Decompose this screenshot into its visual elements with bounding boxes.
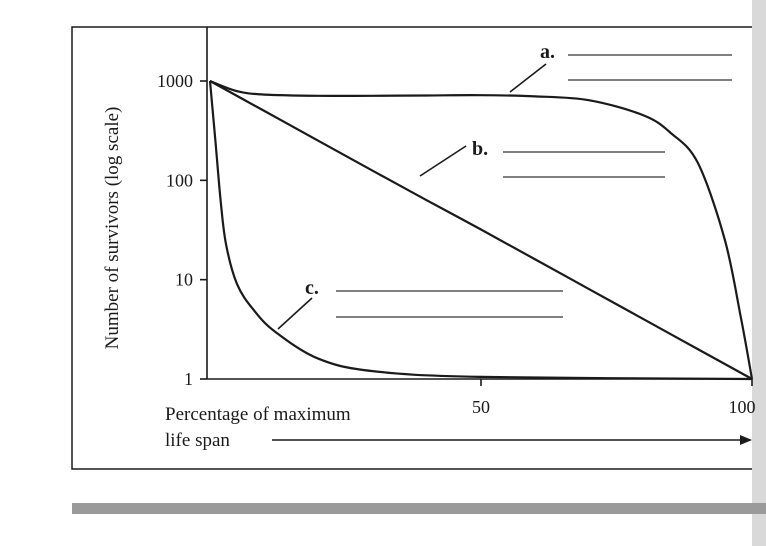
series-line-c [208,80,753,381]
y-axis-label: Number of survivors (log scale) [102,107,123,350]
survivorship-curves [208,79,754,381]
figure-frame [71,26,766,470]
y-tick-label-1000: 1000 [157,71,193,91]
leader-line-b [419,145,467,177]
x-axis-label-line1: Percentage of maximum [165,404,351,425]
y-tick-label-100: 100 [166,170,193,190]
x-axis-arrow-head [740,435,752,445]
curve-label-c: c. [305,277,319,299]
leader-line-c [277,297,313,330]
bottom-gray-band [72,503,766,514]
curve-label-a: a. [540,41,555,63]
y-tick-label-10: 10 [175,270,193,290]
series-line-a [209,79,754,380]
page-edge-shadow [752,0,766,546]
x-tick-label-50: 50 [472,397,490,417]
x-tick-label-100: 100 [729,397,756,417]
curve-label-b: b. [472,138,488,160]
series-line-b [209,80,753,380]
x-axis-label-line2: life span [165,430,230,451]
leader-line-a [509,63,547,93]
tick-labels: 1000 100 10 1 50 100 [157,71,756,417]
y-tick-label-1: 1 [184,369,193,389]
axis-ticks [200,80,753,386]
